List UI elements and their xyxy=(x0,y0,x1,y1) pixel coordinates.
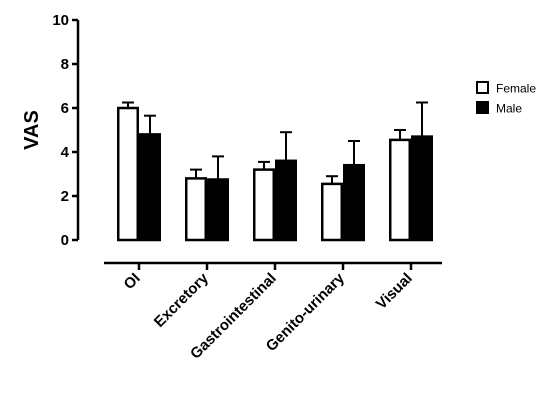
bar-male xyxy=(411,135,433,242)
bars xyxy=(117,101,433,242)
bar-female xyxy=(185,177,207,242)
bar-female xyxy=(253,168,275,242)
y-axis-label: VAS xyxy=(21,110,43,150)
legend-label: Male xyxy=(496,102,522,116)
y-tick-label: 0 xyxy=(61,232,69,249)
x-tick-label: OI xyxy=(121,270,144,293)
bar-male xyxy=(275,159,297,242)
bar-female xyxy=(117,106,139,242)
x-tick-label: Excretory xyxy=(151,269,212,330)
bar-male xyxy=(139,133,161,242)
legend: Female Male xyxy=(476,81,536,116)
legend-swatch-male xyxy=(476,101,489,114)
legend-label: Female xyxy=(496,82,536,96)
x-tick-label: Visual xyxy=(373,270,416,313)
y-tick-label: 10 xyxy=(52,12,69,29)
y-tick-label: 2 xyxy=(61,188,69,205)
legend-swatch-female xyxy=(476,81,489,94)
y-tick-label: 4 xyxy=(61,144,70,161)
bar-female xyxy=(389,138,411,242)
bar-female xyxy=(321,182,343,242)
x-tick-labels: OI ExcretoryGastrointestinalGenito-urinar… xyxy=(121,263,416,363)
y-tick-label: 6 xyxy=(61,100,69,117)
y-tick-label: 8 xyxy=(61,56,69,73)
axes: 0 2 4 6 8 10 xyxy=(52,12,442,265)
bar-male xyxy=(207,178,229,242)
bar-male xyxy=(343,163,365,242)
